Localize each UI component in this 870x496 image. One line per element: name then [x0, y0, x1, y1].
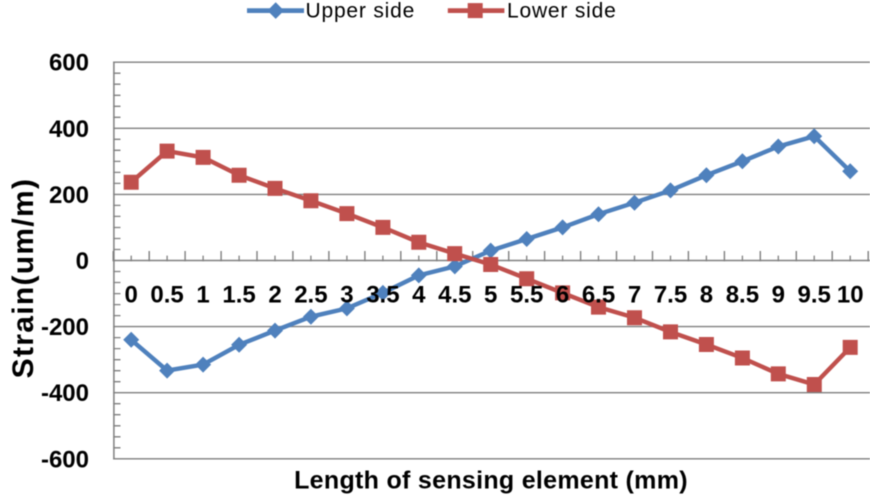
- svg-text:-400: -400: [41, 380, 89, 407]
- svg-text:8.5: 8.5: [726, 282, 759, 309]
- svg-text:0: 0: [76, 248, 89, 275]
- svg-text:5.5: 5.5: [510, 282, 543, 309]
- svg-text:3.5: 3.5: [366, 282, 399, 309]
- svg-text:4.5: 4.5: [438, 282, 471, 309]
- svg-text:200: 200: [49, 182, 89, 209]
- svg-text:9.5: 9.5: [798, 282, 831, 309]
- svg-text:0.5: 0.5: [150, 282, 183, 309]
- svg-text:Upper side: Upper side: [306, 0, 416, 22]
- svg-text:2: 2: [268, 282, 281, 309]
- svg-text:400: 400: [49, 116, 89, 143]
- svg-text:9: 9: [772, 282, 785, 309]
- svg-text:6.5: 6.5: [582, 282, 615, 309]
- svg-text:7.5: 7.5: [654, 282, 687, 309]
- svg-text:6: 6: [556, 282, 569, 309]
- svg-text:8: 8: [700, 282, 713, 309]
- svg-text:1.5: 1.5: [222, 282, 255, 309]
- svg-text:7: 7: [628, 282, 641, 309]
- svg-text:10: 10: [837, 282, 864, 309]
- svg-text:0: 0: [125, 282, 138, 309]
- svg-text:Lower side: Lower side: [507, 0, 617, 22]
- svg-text:3: 3: [340, 282, 353, 309]
- svg-text:Length of sensing element (mm): Length of sensing element (mm): [294, 467, 688, 495]
- svg-text:4: 4: [412, 282, 426, 309]
- svg-text:Strain(um/m): Strain(um/m): [7, 178, 40, 379]
- svg-text:1: 1: [196, 282, 209, 309]
- svg-text:-600: -600: [41, 446, 89, 473]
- svg-text:5: 5: [484, 282, 497, 309]
- svg-text:-200: -200: [41, 314, 89, 341]
- svg-text:2.5: 2.5: [294, 282, 327, 309]
- svg-text:600: 600: [49, 50, 89, 77]
